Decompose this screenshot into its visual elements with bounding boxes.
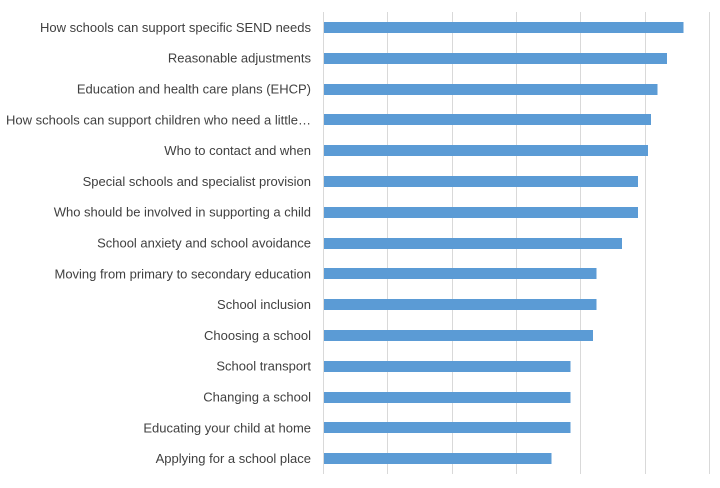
bar-8 [324, 238, 623, 249]
bar-6 [324, 176, 639, 187]
category-labels: How schools can support specific SEND ne… [6, 20, 311, 466]
category-label-8: School anxiety and school avoidance [97, 236, 311, 251]
category-label-13: Changing a school [203, 390, 311, 405]
bar-4 [324, 114, 652, 125]
bar-12 [324, 361, 571, 372]
category-label-2: Reasonable adjustments [168, 51, 312, 66]
bar-7 [324, 207, 639, 218]
category-label-14: Educating your child at home [143, 420, 311, 435]
category-label-11: Choosing a school [204, 328, 311, 343]
bar-5 [324, 145, 648, 156]
bar-9 [324, 268, 597, 279]
category-label-1: How schools can support specific SEND ne… [40, 20, 311, 35]
bar-14 [324, 422, 571, 433]
category-label-5: Who to contact and when [164, 143, 311, 158]
category-label-15: Applying for a school place [156, 451, 311, 466]
bar-1 [324, 22, 684, 33]
bars [324, 22, 684, 464]
category-label-6: Special schools and specialist provision [83, 174, 311, 189]
bar-15 [324, 453, 552, 464]
bar-2 [324, 53, 668, 64]
bar-10 [324, 299, 597, 310]
category-label-7: Who should be involved in supporting a c… [54, 205, 311, 220]
category-label-3: Education and health care plans (EHCP) [77, 82, 311, 97]
bar-3 [324, 84, 658, 95]
category-label-9: Moving from primary to secondary educati… [54, 266, 311, 281]
bar-11 [324, 330, 594, 341]
category-label-4: How schools can support children who nee… [6, 112, 311, 127]
category-label-12: School transport [216, 359, 311, 374]
category-label-10: School inclusion [217, 297, 311, 312]
bar-13 [324, 392, 571, 403]
